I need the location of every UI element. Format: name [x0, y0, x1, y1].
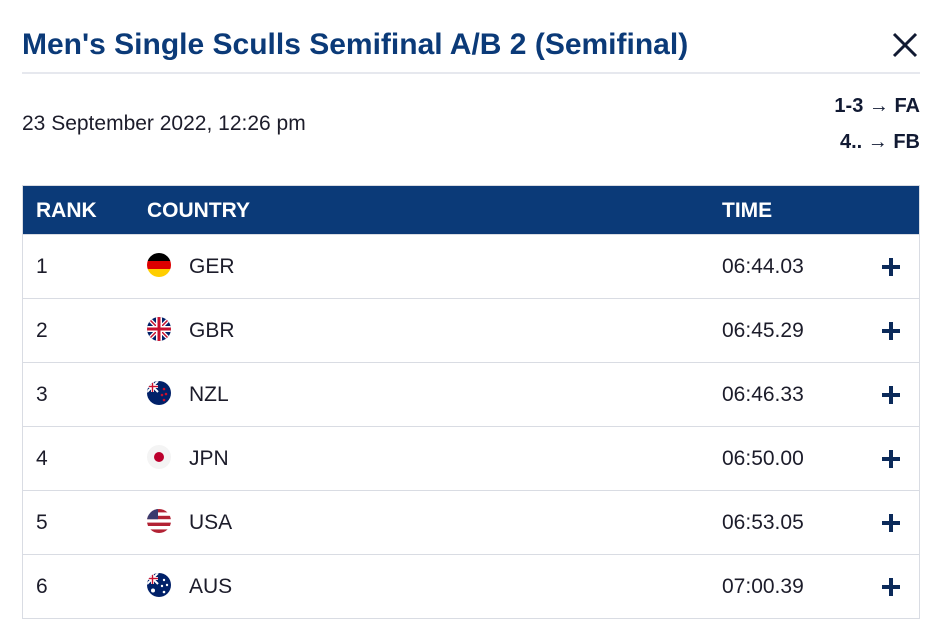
progression-final: FA: [894, 95, 920, 117]
rank-cell: 4: [36, 447, 48, 470]
country-cell: AUS: [189, 575, 233, 598]
close-icon[interactable]: [890, 30, 920, 60]
great-britain-flag-icon: [147, 317, 171, 341]
arrow-right-icon: →: [868, 95, 889, 117]
rank-cell: 5: [36, 511, 48, 534]
progression-rules: 1-3 → FA 4.. → FB: [834, 92, 920, 164]
expand-plus-icon[interactable]: [879, 575, 903, 599]
column-header-country: COUNTRY: [147, 199, 251, 222]
expand-plus-icon[interactable]: [879, 383, 903, 407]
australia-flag-icon: [147, 573, 171, 597]
rank-cell: 1: [36, 255, 48, 278]
time-cell: 07:00.39: [722, 575, 804, 598]
column-header-time: TIME: [722, 199, 773, 222]
new-zealand-flag-icon: [147, 381, 171, 405]
arrow-right-icon: →: [867, 131, 888, 153]
progression-range: 4..: [839, 131, 863, 153]
time-cell: 06:44.03: [722, 255, 804, 278]
column-header-rank: RANK: [36, 199, 97, 222]
table-row: 5 USA 06:53.05: [23, 490, 919, 554]
table-row: 2 GBR 06:45.29: [23, 298, 919, 362]
table-header: RANK COUNTRY TIME: [23, 186, 919, 234]
time-cell: 06:45.29: [722, 319, 804, 342]
results-header: Men's Single Sculls Semifinal A/B 2 (Sem…: [22, 24, 920, 74]
time-cell: 06:50.00: [722, 447, 804, 470]
table-row: 6 AUS 07:00.39: [23, 554, 919, 618]
rank-cell: 3: [36, 383, 48, 406]
germany-flag-icon: [147, 253, 171, 277]
progression-range: 1-3: [834, 95, 864, 117]
usa-flag-icon: [147, 509, 171, 533]
race-date: 23 September 2022, 12:26 pm: [22, 112, 306, 135]
expand-plus-icon[interactable]: [879, 319, 903, 343]
country-cell: NZL: [189, 383, 229, 406]
country-cell: GER: [189, 255, 235, 278]
table-row: 4 JPN 06:50.00: [23, 426, 919, 490]
progression-final: FB: [893, 131, 920, 153]
results-table: RANK COUNTRY TIME 1 GER 06:44.03 2: [22, 185, 920, 619]
country-cell: USA: [189, 511, 233, 534]
time-cell: 06:46.33: [722, 383, 804, 406]
table-row: 1 GER 06:44.03: [23, 234, 919, 298]
progression-rule: 4.. → FB: [834, 128, 920, 164]
expand-plus-icon[interactable]: [879, 255, 903, 279]
progression-rule: 1-3 → FA: [834, 92, 920, 128]
rank-cell: 6: [36, 575, 48, 598]
country-cell: GBR: [189, 319, 235, 342]
japan-flag-icon: [147, 445, 171, 469]
expand-plus-icon[interactable]: [879, 447, 903, 471]
table-row: 3 NZL 06:46.33: [23, 362, 919, 426]
page-title: Men's Single Sculls Semifinal A/B 2 (Sem…: [22, 28, 689, 61]
country-cell: JPN: [189, 447, 229, 470]
rank-cell: 2: [36, 319, 48, 342]
expand-plus-icon[interactable]: [879, 511, 903, 535]
time-cell: 06:53.05: [722, 511, 804, 534]
